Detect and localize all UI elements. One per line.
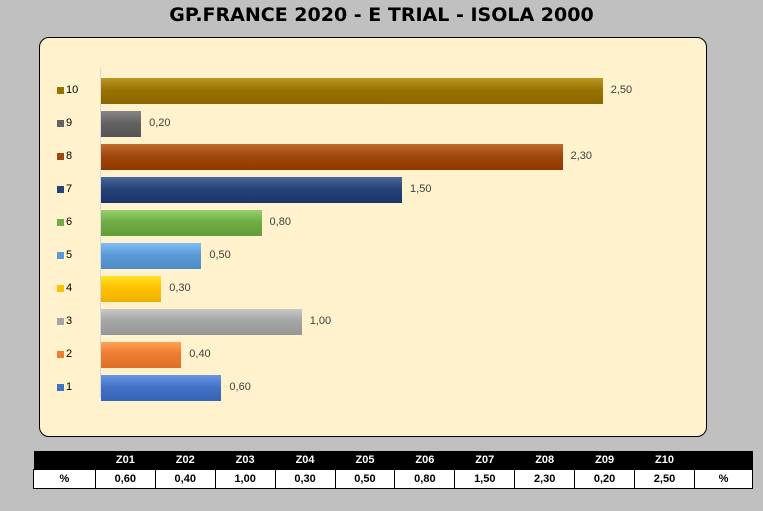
bar-mark bbox=[101, 177, 403, 203]
bar-mark bbox=[101, 276, 162, 302]
table-cell: 2,50 bbox=[634, 469, 695, 489]
legend-label: 8 bbox=[66, 150, 73, 162]
bar-value-label: 0,40 bbox=[189, 348, 211, 360]
legend-label: 5 bbox=[66, 249, 73, 261]
bar-mark bbox=[101, 342, 182, 368]
table-header-cell: Z04 bbox=[275, 451, 336, 470]
table-header-cell bbox=[694, 451, 753, 470]
bar-mark bbox=[101, 309, 302, 335]
legend-swatch bbox=[57, 153, 64, 160]
table-cell: 1,50 bbox=[454, 469, 516, 489]
table-header-cell: Z10 bbox=[634, 451, 695, 470]
legend-label: 10 bbox=[66, 84, 79, 96]
bar-mark bbox=[101, 78, 603, 104]
chart-title: GP.FRANCE 2020 - E TRIAL - ISOLA 2000 bbox=[169, 4, 594, 26]
table-cell: 0,30 bbox=[274, 469, 336, 489]
table-header-cell: Z09 bbox=[574, 451, 635, 470]
bar-mark bbox=[101, 243, 202, 269]
table-cell: 0,40 bbox=[154, 469, 216, 489]
legend-label: 1 bbox=[66, 381, 73, 393]
bar-value-label: 0,30 bbox=[169, 282, 191, 294]
legend-swatch bbox=[57, 351, 64, 358]
legend-swatch bbox=[57, 120, 64, 127]
table-row: % 0,60 0,40 1,00 0,30 0,50 0,80 1,50 2,3… bbox=[33, 469, 754, 489]
legend-label: 7 bbox=[66, 183, 73, 195]
table-header-cell bbox=[33, 451, 96, 470]
table-header-row: Z01 Z02 Z03 Z04 Z05 Z06 Z07 Z08 Z09 Z10 bbox=[33, 451, 753, 470]
table-cell: 2,30 bbox=[514, 469, 576, 489]
bar-value-label: 2,50 bbox=[610, 84, 633, 96]
table-header-cell: Z07 bbox=[454, 451, 515, 470]
bar-value-label: 0,80 bbox=[269, 216, 291, 228]
table-header-cell: Z01 bbox=[95, 451, 156, 470]
table-header-cell: Z05 bbox=[335, 451, 395, 470]
table-cell: % bbox=[33, 469, 96, 489]
bar-value-label: 2,30 bbox=[570, 150, 593, 162]
bar-mark bbox=[101, 375, 222, 401]
table-cell: 0,80 bbox=[394, 469, 456, 489]
legend-label: 3 bbox=[66, 315, 73, 327]
bar-mark bbox=[101, 210, 262, 236]
table-cell: 0,60 bbox=[94, 469, 156, 489]
legend-label: 4 bbox=[66, 282, 73, 294]
data-table: Z01 Z02 Z03 Z04 Z05 Z06 Z07 Z08 Z09 Z10 … bbox=[33, 451, 754, 489]
bar-value-label: 0,20 bbox=[149, 117, 171, 129]
table-cell: 0,50 bbox=[334, 469, 396, 489]
category-axis-line bbox=[100, 68, 101, 398]
legend-swatch bbox=[57, 285, 64, 292]
table-cell: 0,20 bbox=[574, 469, 636, 489]
table-header-cell: Z06 bbox=[394, 451, 455, 470]
table-cell: % bbox=[693, 469, 754, 489]
table-header-cell: Z03 bbox=[215, 451, 276, 470]
legend-label: 2 bbox=[66, 348, 73, 360]
legend-swatch bbox=[57, 87, 64, 94]
legend-label: 6 bbox=[66, 216, 73, 228]
table-cell: 1,00 bbox=[214, 469, 276, 489]
legend-swatch bbox=[57, 318, 64, 325]
legend-swatch bbox=[57, 219, 64, 226]
legend-swatch bbox=[57, 186, 64, 193]
table-header-cell: Z08 bbox=[514, 451, 575, 470]
bar-mark bbox=[101, 144, 563, 170]
legend-swatch bbox=[57, 252, 64, 259]
bar-value-label: 1,50 bbox=[410, 183, 432, 195]
bar-value-label: 0,60 bbox=[229, 381, 251, 393]
bar-value-label: 0,50 bbox=[209, 249, 231, 261]
legend-swatch bbox=[57, 384, 64, 391]
bar-mark bbox=[101, 111, 142, 137]
legend-label: 9 bbox=[66, 117, 73, 129]
table-header-cell: Z02 bbox=[155, 451, 216, 470]
bar-value-label: 1,00 bbox=[309, 315, 332, 327]
